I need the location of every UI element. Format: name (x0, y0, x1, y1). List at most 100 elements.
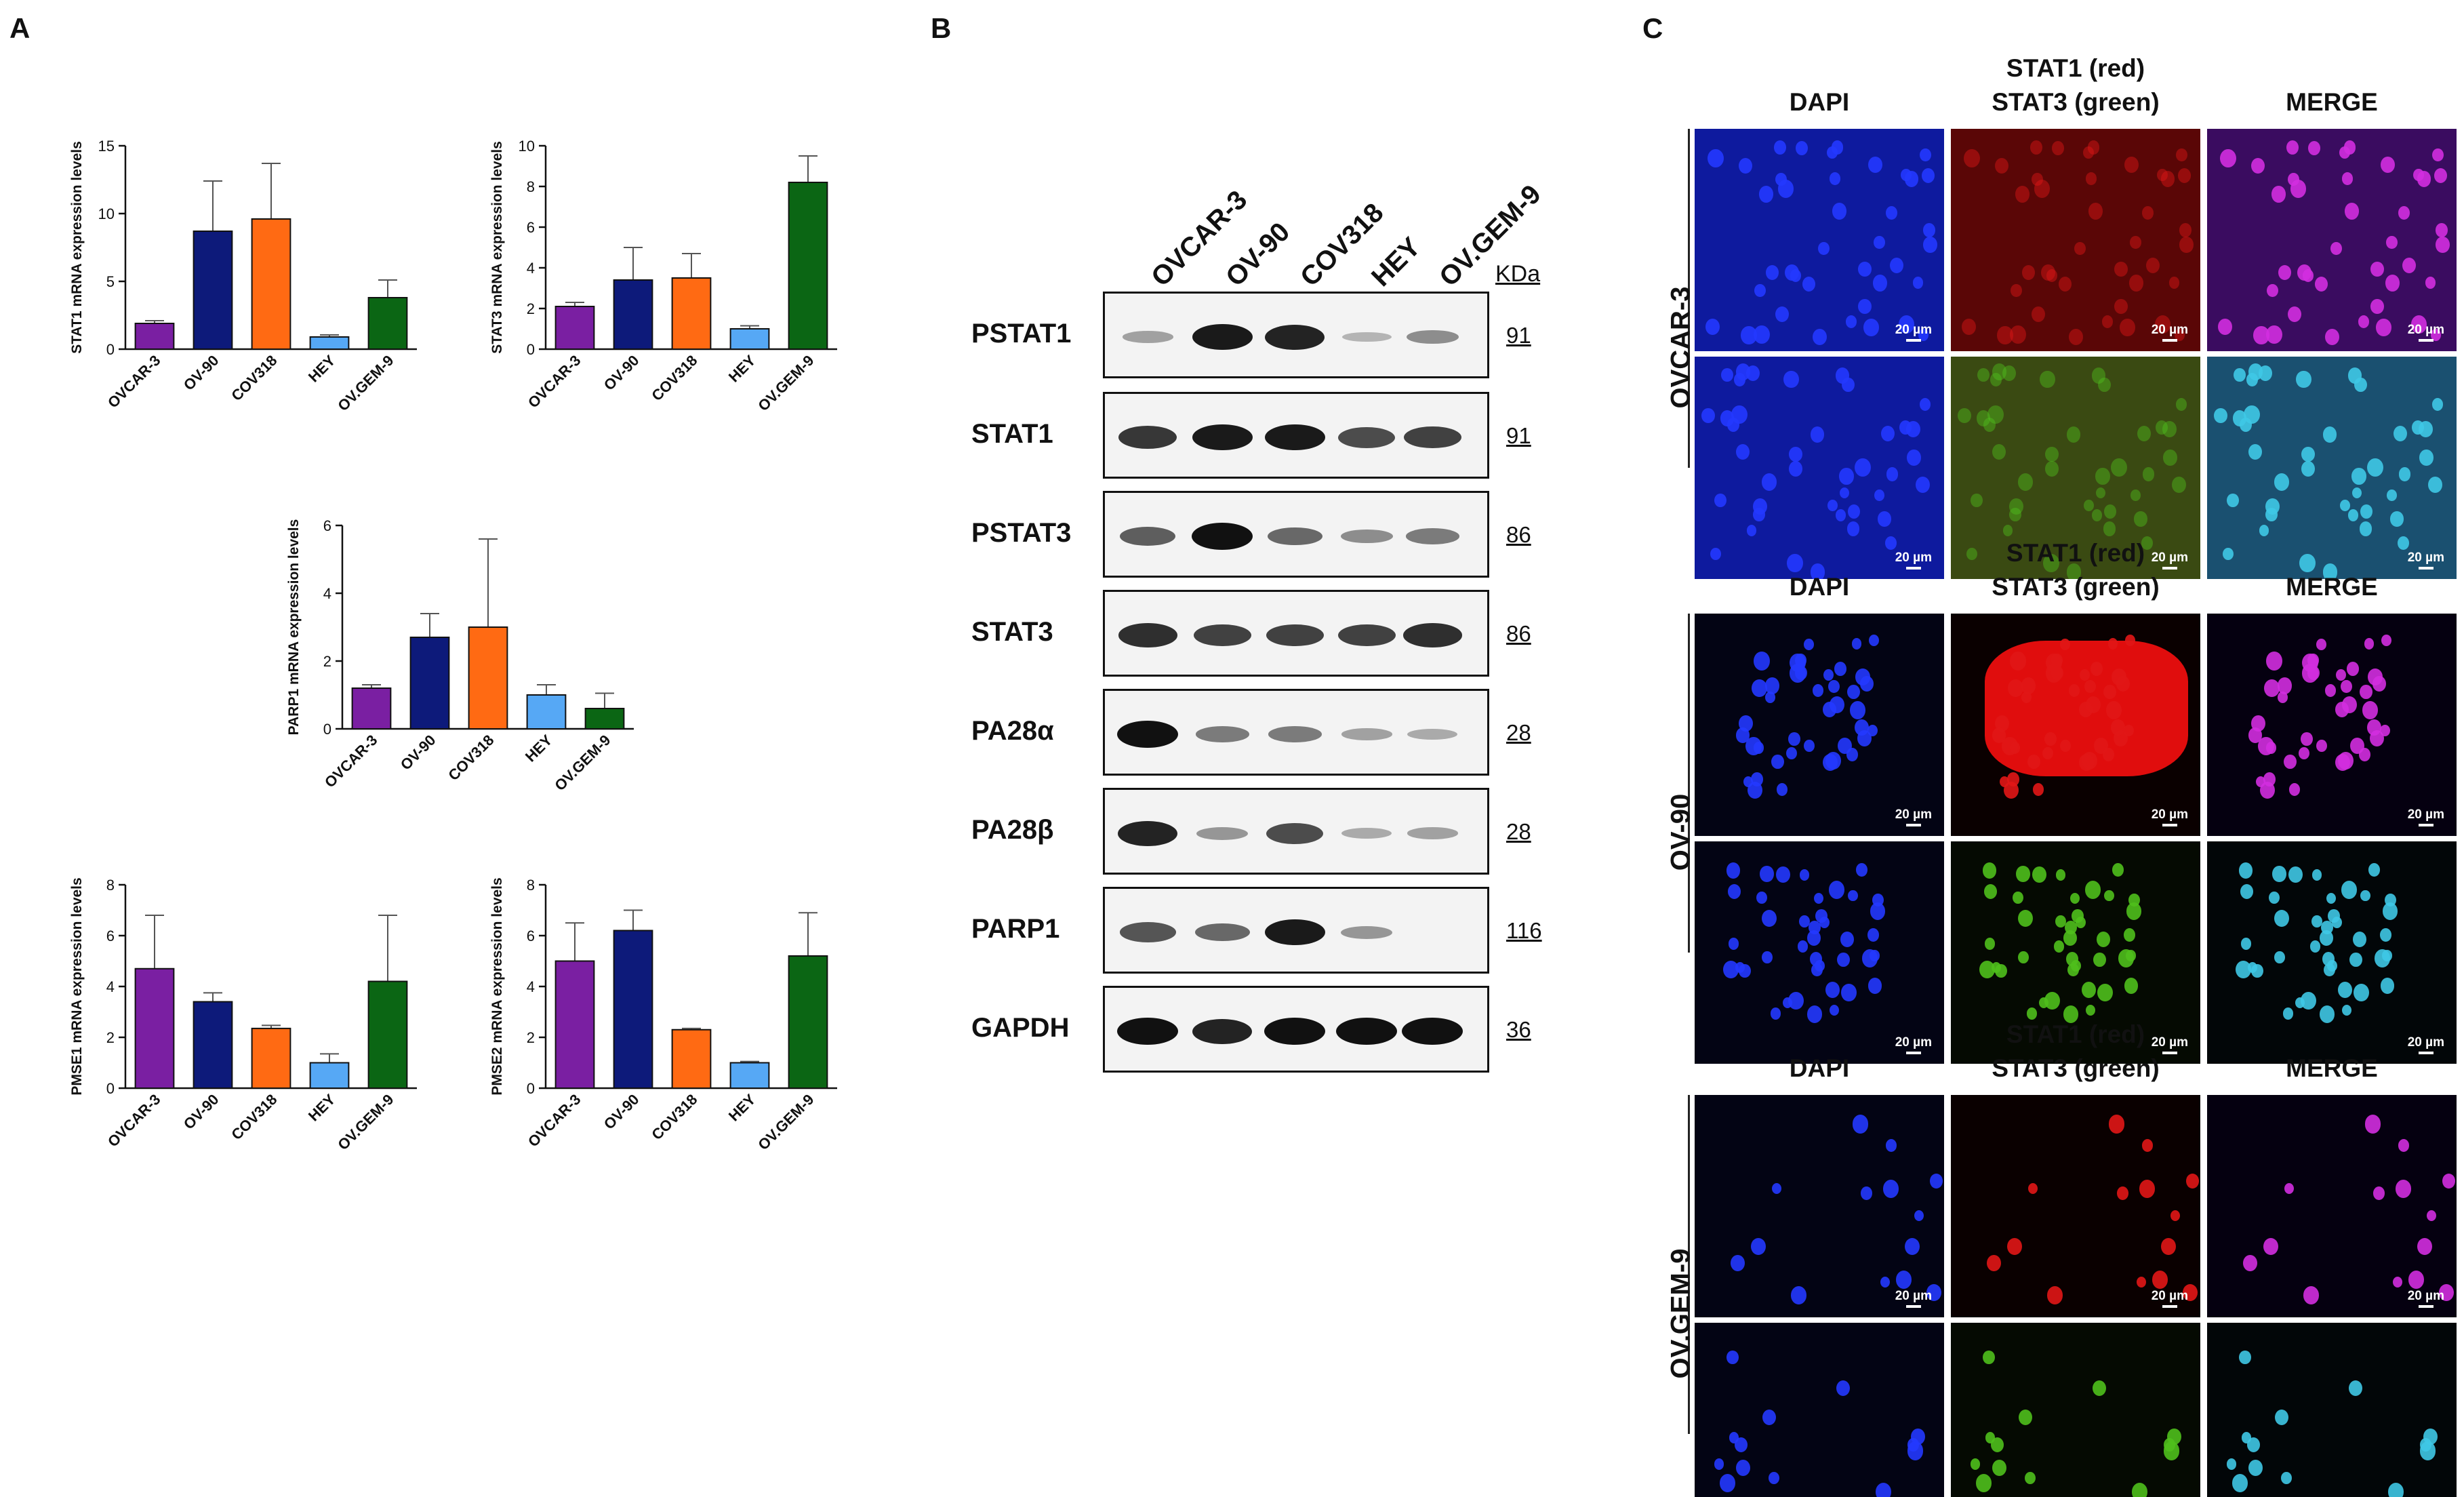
group-bracket (1688, 614, 1690, 953)
band (1402, 1018, 1463, 1045)
y-tick-label: 6 (106, 927, 115, 944)
scale-bar-label: 20 µm (2151, 1289, 2188, 1303)
scale-bar: 20 µm (1895, 323, 1932, 342)
panel-label-b: B (931, 12, 952, 44)
band (1406, 330, 1459, 344)
band (1266, 624, 1324, 647)
scale-bar-label: 20 µm (1895, 1035, 1932, 1050)
scale-bar: 20 µm (2408, 323, 2444, 342)
dapi-image: 20 µm (1695, 1323, 1944, 1497)
dapi-image: 20 µm (1695, 129, 1944, 351)
cell-line-label: OV.GEM-9 (1665, 1248, 1696, 1379)
kda-value: 28 (1506, 720, 1531, 745)
bar-ovcar-3 (554, 960, 595, 1089)
band (1118, 426, 1177, 449)
bar-cov318 (251, 218, 291, 350)
kda-value: 91 (1506, 323, 1531, 348)
bar-ov-90 (409, 637, 450, 730)
band (1402, 623, 1462, 647)
cell-line-label: OVCAR-3 (1665, 286, 1696, 409)
band (1268, 726, 1322, 742)
x-tick-label: COV318 (228, 1091, 280, 1143)
y-tick-label: 2 (323, 653, 331, 670)
bar-ov-gem-9 (788, 955, 828, 1089)
band (1340, 529, 1393, 544)
scale-bar-label: 20 µm (2151, 323, 2188, 337)
column-header-stat1: STAT1 (red) (2006, 1020, 2145, 1048)
band (1264, 919, 1325, 946)
y-tick-label: 10 (519, 138, 535, 155)
bar-hey (729, 328, 770, 350)
stat-image: 20 µm (1951, 1323, 2200, 1497)
scale-bar: 20 µm (2152, 1289, 2188, 1308)
x-tick-label: OVCAR-3 (104, 352, 164, 412)
x-tick-label: OV.GEM-9 (754, 1091, 817, 1153)
x-tick-label: HEY (305, 1091, 339, 1125)
y-tick-label: 0 (527, 1080, 535, 1097)
merge-image: 20 µm (2207, 614, 2457, 836)
scale-bar-label: 20 µm (2151, 1035, 2188, 1050)
scale-bar-label: 20 µm (1895, 551, 1932, 565)
bar-ov-gem-9 (367, 297, 408, 350)
y-axis-title: PARP1 mRNA expression levels (286, 519, 302, 736)
y-tick-label: 10 (98, 205, 115, 222)
band (1337, 624, 1396, 647)
panel-label-a: A (9, 12, 31, 44)
pmse2-mrna-chart: PMSE2 mRNA expression levels 0 2 4 6 8 OVCAR-3… (489, 877, 837, 1153)
bar-cov318 (468, 626, 508, 730)
band (1192, 424, 1253, 451)
band (1117, 721, 1178, 748)
bar-ov-90 (193, 231, 233, 350)
band (1194, 923, 1250, 942)
scale-bar-label: 20 µm (1895, 1289, 1932, 1303)
scale-bar-label: 20 µm (2151, 807, 2188, 822)
y-tick-label: 0 (106, 1080, 115, 1097)
bar-hey (526, 694, 567, 730)
band (1122, 331, 1173, 343)
x-tick-label: OV-90 (180, 1091, 222, 1133)
scale-bar-label: 20 µm (2151, 551, 2188, 565)
x-tick-label: OVCAR-3 (104, 1091, 164, 1151)
x-tick-label: HEY (725, 352, 759, 386)
stat-image: 20 µm (1951, 129, 2200, 351)
scale-bar: 20 µm (2152, 323, 2188, 342)
scale-bar: 20 µm (2408, 1035, 2444, 1054)
group-bracket (1688, 129, 1690, 468)
x-tick-label: OVCAR-3 (525, 352, 584, 412)
y-tick-label: 2 (527, 300, 535, 317)
kda-value: 116 (1506, 918, 1542, 943)
band (1195, 726, 1249, 742)
scale-bar: 20 µm (2408, 1289, 2444, 1308)
bar-ovcar-3 (554, 306, 595, 350)
blot-row-gapdh (1103, 986, 1489, 1073)
band (1118, 820, 1177, 846)
x-tick-label: OV-90 (397, 732, 439, 774)
band (1264, 1018, 1325, 1045)
scale-bar: 20 µm (2408, 807, 2444, 826)
band (1117, 1018, 1178, 1045)
band (1336, 1018, 1397, 1045)
dapi-image: 20 µm (1695, 1095, 1944, 1317)
protein-label: STAT1 (971, 419, 1053, 449)
x-tick-label: OV.GEM-9 (551, 732, 613, 794)
band (1196, 826, 1248, 840)
blot-row-pstat3 (1103, 491, 1489, 578)
band (1407, 827, 1458, 839)
bar-ovcar-3 (351, 687, 392, 730)
bar-ov-gem-9 (584, 708, 625, 730)
parp1-mrna-chart: PARP1 mRNA expression levels 0 2 4 6 OVCAR-3 O… (286, 517, 634, 794)
kda-value: 91 (1506, 423, 1531, 448)
column-header-stat3: STAT3 (green) (1992, 1054, 2160, 1082)
stat-image: 20 µm (1951, 841, 2200, 1064)
y-tick-label: 2 (106, 1029, 115, 1046)
x-tick-label: OV-90 (601, 352, 643, 394)
column-header-merge: MERGE (2286, 1054, 2378, 1082)
column-header-stat1: STAT1 (red) (2006, 54, 2145, 82)
kda-value: 86 (1506, 621, 1531, 646)
stat-image: 20 µm (1951, 357, 2200, 579)
protein-label: PARP1 (971, 914, 1060, 944)
y-tick-label: 0 (323, 721, 331, 738)
bar-ovcar-3 (134, 323, 175, 350)
scale-bar-label: 20 µm (2407, 323, 2444, 337)
